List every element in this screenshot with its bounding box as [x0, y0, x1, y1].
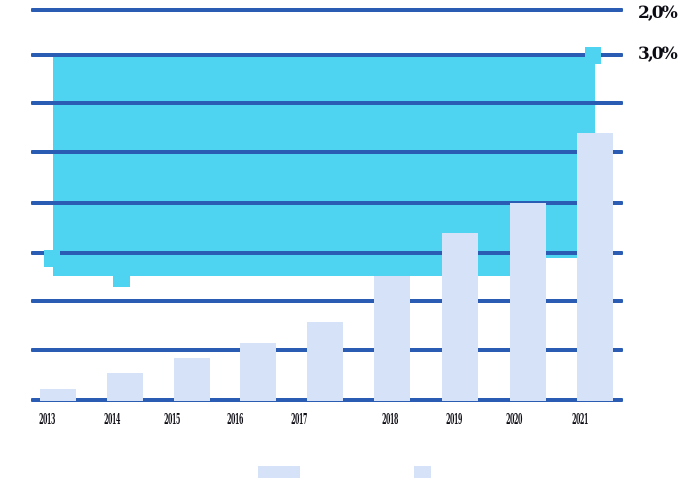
x-axis-label-2020: 2020: [506, 410, 522, 428]
line-marker-icon: [585, 47, 601, 64]
x-axis-label-2015: 2015: [164, 410, 180, 428]
x-axis-label-2016: 2016: [227, 410, 243, 428]
gridline: [31, 251, 623, 255]
x-axis-label-2019: 2019: [446, 410, 462, 428]
line-marker-icon: [44, 250, 60, 267]
bar-2015: [174, 358, 210, 401]
gridline: [31, 299, 623, 303]
x-axis-label-2013: 2013: [39, 410, 55, 428]
gridline: [31, 8, 623, 12]
line-marker-icon: [113, 271, 130, 287]
gridline: [31, 201, 623, 205]
legend-swatch: [258, 466, 300, 478]
bar-2016: [240, 343, 276, 401]
bar-2020: [510, 203, 546, 401]
line-series-band: [53, 57, 595, 276]
right-axis-label: 2,0%: [638, 3, 678, 23]
bar-2014: [107, 373, 143, 401]
x-axis-label-2021: 2021: [572, 410, 588, 428]
bar-2017: [307, 322, 343, 401]
x-axis-label-2014: 2014: [104, 410, 120, 428]
legend-swatch: [414, 466, 431, 478]
right-axis-label: 3,0%: [638, 44, 678, 64]
bar-2018: [374, 276, 410, 401]
x-axis-label-2017: 2017: [291, 410, 307, 428]
gridline: [31, 150, 623, 154]
bar-2013: [40, 389, 76, 401]
x-axis-label-2018: 2018: [382, 410, 398, 428]
gridline: [31, 53, 623, 57]
gridline: [31, 101, 623, 105]
bar-2021: [577, 133, 613, 401]
bar-2019: [442, 233, 478, 401]
